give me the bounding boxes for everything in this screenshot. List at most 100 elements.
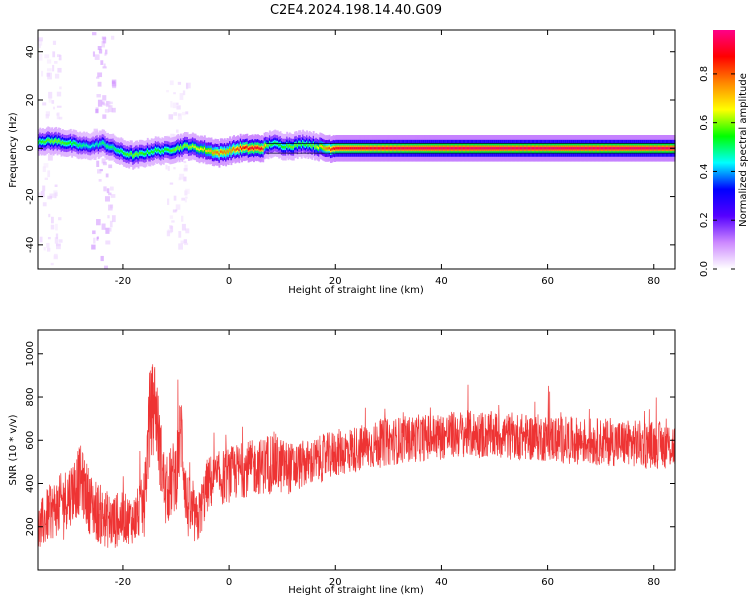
ridge-cell	[409, 147, 412, 150]
ridge-cell	[316, 146, 319, 149]
ridge-cell	[519, 147, 522, 150]
ridge-cell	[140, 151, 143, 155]
noise-speckle	[58, 116, 63, 120]
y-tick-label: -20	[25, 188, 36, 204]
ridge-cell	[249, 147, 251, 150]
spectrogram-frame	[37, 29, 676, 270]
ridge-cell	[221, 150, 224, 153]
ridge-cell	[91, 144, 94, 148]
ridge-cell	[406, 147, 409, 150]
ridge-cell	[227, 150, 230, 153]
ridge-cell	[141, 152, 144, 155]
ridge-cell	[529, 147, 531, 150]
ridge-cell	[247, 148, 250, 151]
ridge-cell	[432, 147, 435, 150]
ridge-cell	[108, 146, 111, 149]
ridge-cell	[166, 148, 169, 151]
ridge-cell	[428, 147, 431, 150]
ridge-cell	[668, 147, 671, 150]
ridge-cell	[538, 147, 541, 150]
ridge-cell	[466, 147, 469, 150]
ridge-cell	[540, 147, 543, 150]
ridge-cell	[101, 141, 104, 144]
ridge-cell	[332, 147, 335, 150]
ridge-cell	[448, 147, 450, 150]
ridge-cell	[341, 147, 344, 150]
ridge-cell	[457, 147, 460, 150]
x-tick-label: 20	[329, 577, 342, 588]
ridge-cell	[497, 147, 500, 150]
ridge-cell	[387, 147, 389, 150]
noise-speckle	[48, 91, 53, 99]
ridge-cell	[206, 149, 209, 153]
ridge-cell	[252, 147, 255, 151]
noise-speckle	[179, 93, 184, 100]
noise-speckle	[109, 220, 113, 228]
noise-speckle	[52, 106, 56, 110]
ridge-cell	[320, 145, 323, 148]
noise-speckle	[52, 64, 55, 72]
ridge-cell	[264, 144, 267, 147]
ridge-cell	[356, 147, 359, 150]
colorbar-tick-label: 0.6	[699, 115, 710, 131]
ridge-cell	[286, 143, 289, 147]
noise-speckle	[42, 166, 46, 172]
ridge-cell	[161, 149, 164, 152]
ridge-cell	[174, 148, 177, 151]
ridge-cell	[636, 147, 639, 150]
ridge-cell	[462, 147, 465, 150]
ridge-cell	[620, 147, 623, 150]
ridge-cell	[461, 147, 464, 150]
ridge-cell	[194, 145, 197, 149]
ridge-cell	[231, 148, 234, 151]
ridge-cell	[583, 147, 586, 150]
ridge-cell	[397, 147, 400, 150]
noise-speckle	[185, 111, 189, 115]
noise-speckle	[186, 82, 191, 89]
ridge-cell	[556, 147, 559, 150]
noise-speckle	[175, 204, 181, 210]
ridge-cell	[436, 147, 439, 150]
ridge-cell	[83, 143, 86, 146]
ridge-cell	[251, 146, 254, 149]
ridge-cell	[369, 147, 372, 150]
y-tick-label: 400	[25, 474, 36, 493]
snr-y-axis-label: SNR (10 * v/v)	[8, 414, 19, 485]
spectrogram-y-ticks: -40 -20 0 20 40	[25, 45, 675, 253]
ridge-cell	[456, 147, 458, 150]
noise-speckle	[169, 215, 174, 219]
ridge-cell	[282, 145, 285, 149]
ridge-cell	[336, 147, 339, 150]
ridge-cell	[104, 143, 107, 146]
ridge-cell	[40, 141, 43, 144]
noise-speckle	[50, 262, 54, 266]
ridge-cell	[156, 149, 159, 152]
noise-speckle	[46, 247, 51, 252]
ridge-cell	[394, 147, 397, 150]
ridge-cell	[449, 147, 452, 150]
ridge-cell	[129, 152, 132, 155]
noise-speckle	[108, 192, 112, 196]
snr-x-ticks: -20 0 20 40 60 80	[115, 330, 660, 588]
noise-speckle	[48, 98, 52, 103]
ridge-cell	[460, 147, 462, 150]
noise-speckle	[46, 68, 52, 72]
snr-data	[38, 364, 675, 551]
noise-speckle	[98, 179, 102, 182]
noise-speckle	[54, 61, 58, 64]
ridge-cell	[558, 147, 561, 150]
noise-speckle	[102, 66, 107, 69]
noise-speckle	[178, 231, 182, 238]
ridge-cell	[241, 147, 243, 151]
ridge-cell	[417, 147, 420, 150]
ridge-cell	[154, 148, 157, 151]
ridge-cell	[100, 142, 103, 146]
ridge-cell	[152, 151, 155, 154]
ridge-cell	[270, 143, 273, 147]
ridge-cell	[562, 147, 565, 150]
noise-speckle	[170, 225, 174, 233]
ridge-cell	[413, 147, 416, 150]
noise-speckle	[105, 100, 111, 108]
ridge-cell	[572, 147, 575, 150]
x-tick-label: 40	[435, 577, 448, 588]
